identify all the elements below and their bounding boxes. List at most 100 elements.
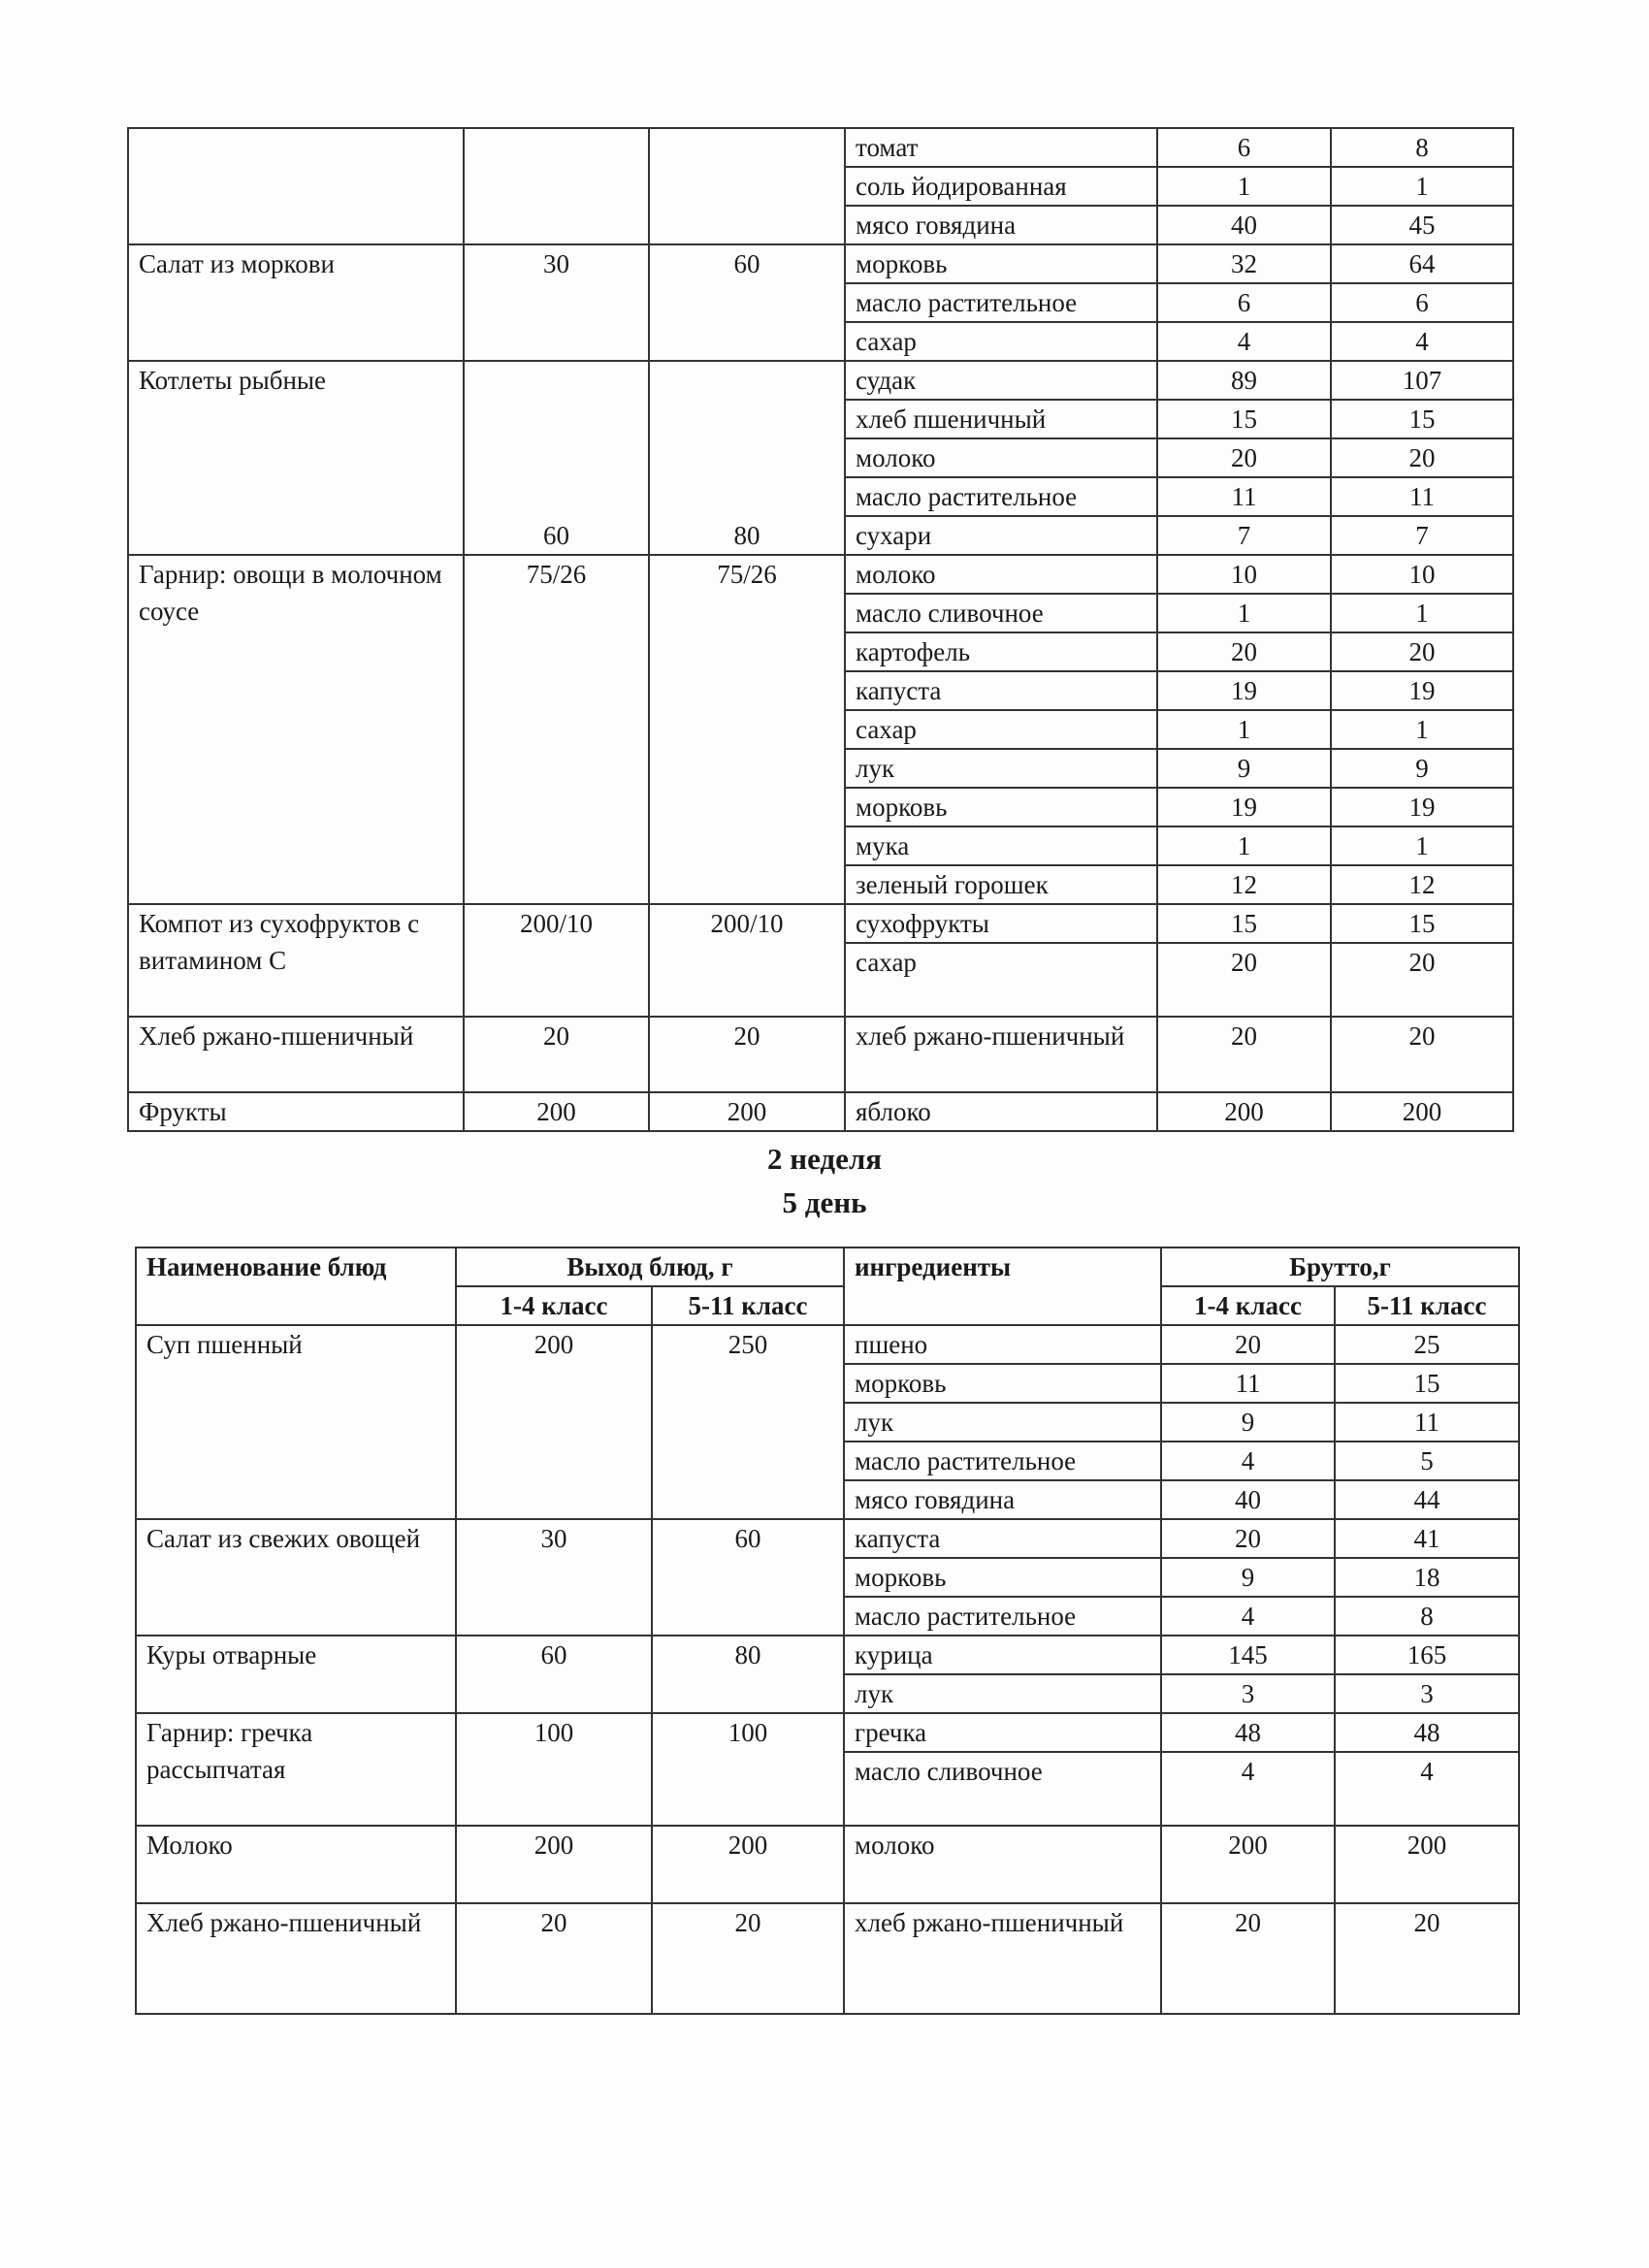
gross-grade-5-11: 20 bbox=[1333, 1902, 1521, 2015]
ingredient-name: молоко bbox=[843, 1825, 1162, 1904]
gross-grade-5-11: 20 bbox=[1330, 942, 1514, 1018]
gross-grade-1-4: 3 bbox=[1160, 1673, 1336, 1714]
gross-grade-5-11: 1 bbox=[1330, 166, 1514, 207]
dish-name: Салат из моркови bbox=[127, 243, 465, 362]
gross-grade-5-11: 1 bbox=[1330, 593, 1514, 633]
output-grade-5-11: 20 bbox=[651, 1902, 845, 2015]
gross-grade-1-4: 20 bbox=[1156, 1016, 1332, 1093]
table-row: зеленый горошек 12 12 bbox=[128, 864, 1514, 905]
ingredient-name: картофель bbox=[844, 632, 1158, 672]
ingredient-name: мука bbox=[844, 826, 1158, 866]
gross-grade-1-4: 1 bbox=[1156, 166, 1332, 207]
output-grade-1-4: 200/10 bbox=[463, 903, 650, 1018]
table-row: лук 9 11 bbox=[136, 1402, 1521, 1442]
output-grade-5-11: 250 bbox=[651, 1324, 845, 1520]
gross-grade-5-11: 1 bbox=[1330, 826, 1514, 866]
gross-grade-1-4: 4 bbox=[1160, 1751, 1336, 1827]
output-grade-5-11: 75/26 bbox=[648, 554, 846, 905]
gross-grade-1-4: 32 bbox=[1156, 243, 1332, 284]
gross-grade-5-11: 8 bbox=[1330, 127, 1514, 168]
gross-grade-1-4: 40 bbox=[1156, 205, 1332, 245]
gross-grade-5-11: 165 bbox=[1333, 1635, 1521, 1675]
gross-grade-1-4: 145 bbox=[1160, 1635, 1336, 1675]
header-output: Выход блюд, г bbox=[455, 1247, 845, 1287]
ingredient-name: лук bbox=[843, 1673, 1162, 1714]
header-dish: Наименование блюд bbox=[135, 1247, 457, 1326]
gross-grade-1-4: 19 bbox=[1156, 787, 1332, 827]
table-row: сухари 7 7 bbox=[128, 515, 1514, 556]
gross-grade-5-11: 1 bbox=[1330, 709, 1514, 750]
menu-table-week2-day5: Наименование блюд Выход блюд, г ингредие… bbox=[135, 1247, 1521, 2015]
dish-name: Компот из сухофруктов с витамином С bbox=[127, 903, 465, 1018]
table-row: Салат из моркови 30 60 морковь 32 64 bbox=[127, 243, 1514, 362]
gross-grade-1-4: 200 bbox=[1156, 1091, 1332, 1132]
gross-grade-1-4: 1 bbox=[1156, 826, 1332, 866]
table-row: картофель 20 20 bbox=[128, 632, 1514, 672]
table-row: мясо говядина 40 45 bbox=[128, 205, 1514, 245]
table-row: масло растительное 6 6 bbox=[128, 282, 1514, 323]
ingredient-name: хлеб ржано-пшеничный bbox=[843, 1902, 1162, 2015]
gross-grade-1-4: 12 bbox=[1156, 864, 1332, 905]
table-row: капуста 19 19 bbox=[128, 670, 1514, 711]
table-row: Компот из сухофруктов с витамином С 200/1… bbox=[127, 903, 1514, 1018]
gross-grade-1-4: 1 bbox=[1156, 709, 1332, 750]
output-grade-1-4: 200 bbox=[463, 1091, 650, 1132]
gross-grade-1-4: 19 bbox=[1156, 670, 1332, 711]
gross-grade-1-4: 9 bbox=[1160, 1402, 1336, 1442]
output-grade-1-4: 30 bbox=[463, 243, 650, 362]
gross-grade-5-11: 44 bbox=[1333, 1479, 1521, 1520]
gross-grade-5-11: 8 bbox=[1333, 1596, 1521, 1636]
gross-grade-5-11: 20 bbox=[1330, 632, 1514, 672]
gross-grade-1-4: 48 bbox=[1160, 1712, 1336, 1753]
ingredient-name: судак bbox=[844, 360, 1158, 401]
table-row: масло сливочное 4 4 bbox=[136, 1751, 1521, 1827]
table-row: сахар 20 20 bbox=[128, 942, 1514, 1018]
table-row: Молоко 200 200 молоко 200 200 bbox=[135, 1825, 1521, 1904]
gross-grade-5-11: 48 bbox=[1333, 1712, 1521, 1753]
gross-grade-1-4: 11 bbox=[1156, 476, 1332, 517]
output-grade-1-4: 60 bbox=[463, 360, 650, 556]
dish-name bbox=[127, 127, 465, 245]
output-grade-1-4: 60 bbox=[455, 1635, 653, 1714]
table-row: Суп пшенный 200 250 пшено 20 25 bbox=[135, 1324, 1521, 1520]
ingredient-name: сахар bbox=[844, 709, 1158, 750]
ingredient-name: капуста bbox=[843, 1518, 1162, 1559]
gross-grade-5-11: 15 bbox=[1333, 1363, 1521, 1404]
gross-grade-1-4: 1 bbox=[1156, 593, 1332, 633]
table-row: масло сливочное 1 1 bbox=[128, 593, 1514, 633]
ingredient-name: масло растительное bbox=[844, 282, 1158, 323]
ingredient-name: лук bbox=[843, 1402, 1162, 1442]
ingredient-name: хлеб ржано-пшеничный bbox=[844, 1016, 1158, 1093]
output-grade-5-11: 200 bbox=[651, 1825, 845, 1904]
gross-grade-1-4: 20 bbox=[1156, 632, 1332, 672]
ingredient-name: томат bbox=[844, 127, 1158, 168]
output-grade-1-4: 20 bbox=[455, 1902, 653, 2015]
gross-grade-1-4: 7 bbox=[1156, 515, 1332, 556]
ingredient-name: мясо говядина bbox=[843, 1479, 1162, 1520]
output-grade-5-11: 200 bbox=[648, 1091, 846, 1132]
ingredient-name: мясо говядина bbox=[844, 205, 1158, 245]
gross-grade-1-4: 11 bbox=[1160, 1363, 1336, 1404]
table-row: молоко 20 20 bbox=[128, 437, 1514, 478]
table-row: морковь 11 15 bbox=[136, 1363, 1521, 1404]
table-row: масло растительное 4 8 bbox=[136, 1596, 1521, 1636]
gross-grade-1-4: 6 bbox=[1156, 127, 1332, 168]
day-heading: 5 день bbox=[782, 1185, 867, 1219]
gross-grade-5-11: 7 bbox=[1330, 515, 1514, 556]
gross-grade-1-4: 4 bbox=[1160, 1441, 1336, 1481]
gross-grade-5-11: 6 bbox=[1330, 282, 1514, 323]
dish-name: Фрукты bbox=[127, 1091, 465, 1132]
gross-grade-5-11: 4 bbox=[1330, 321, 1514, 362]
header-output-grade-5-11: 5-11 класс bbox=[651, 1285, 845, 1326]
table-row: Куры отварные 60 80 курица 145 165 bbox=[135, 1635, 1521, 1714]
output-grade-5-11: 100 bbox=[651, 1712, 845, 1827]
ingredient-name: курица bbox=[843, 1635, 1162, 1675]
table-row: лук 9 9 bbox=[128, 748, 1514, 789]
gross-grade-5-11: 18 bbox=[1333, 1557, 1521, 1598]
table-row: сахар 1 1 bbox=[128, 709, 1514, 750]
gross-grade-5-11: 19 bbox=[1330, 670, 1514, 711]
ingredient-name: морковь bbox=[844, 787, 1158, 827]
table-row: Фрукты 200 200 яблоко 200 200 bbox=[127, 1091, 1514, 1132]
dish-name: Хлеб ржано-пшеничный bbox=[127, 1016, 465, 1093]
ingredient-name: сахар bbox=[844, 321, 1158, 362]
